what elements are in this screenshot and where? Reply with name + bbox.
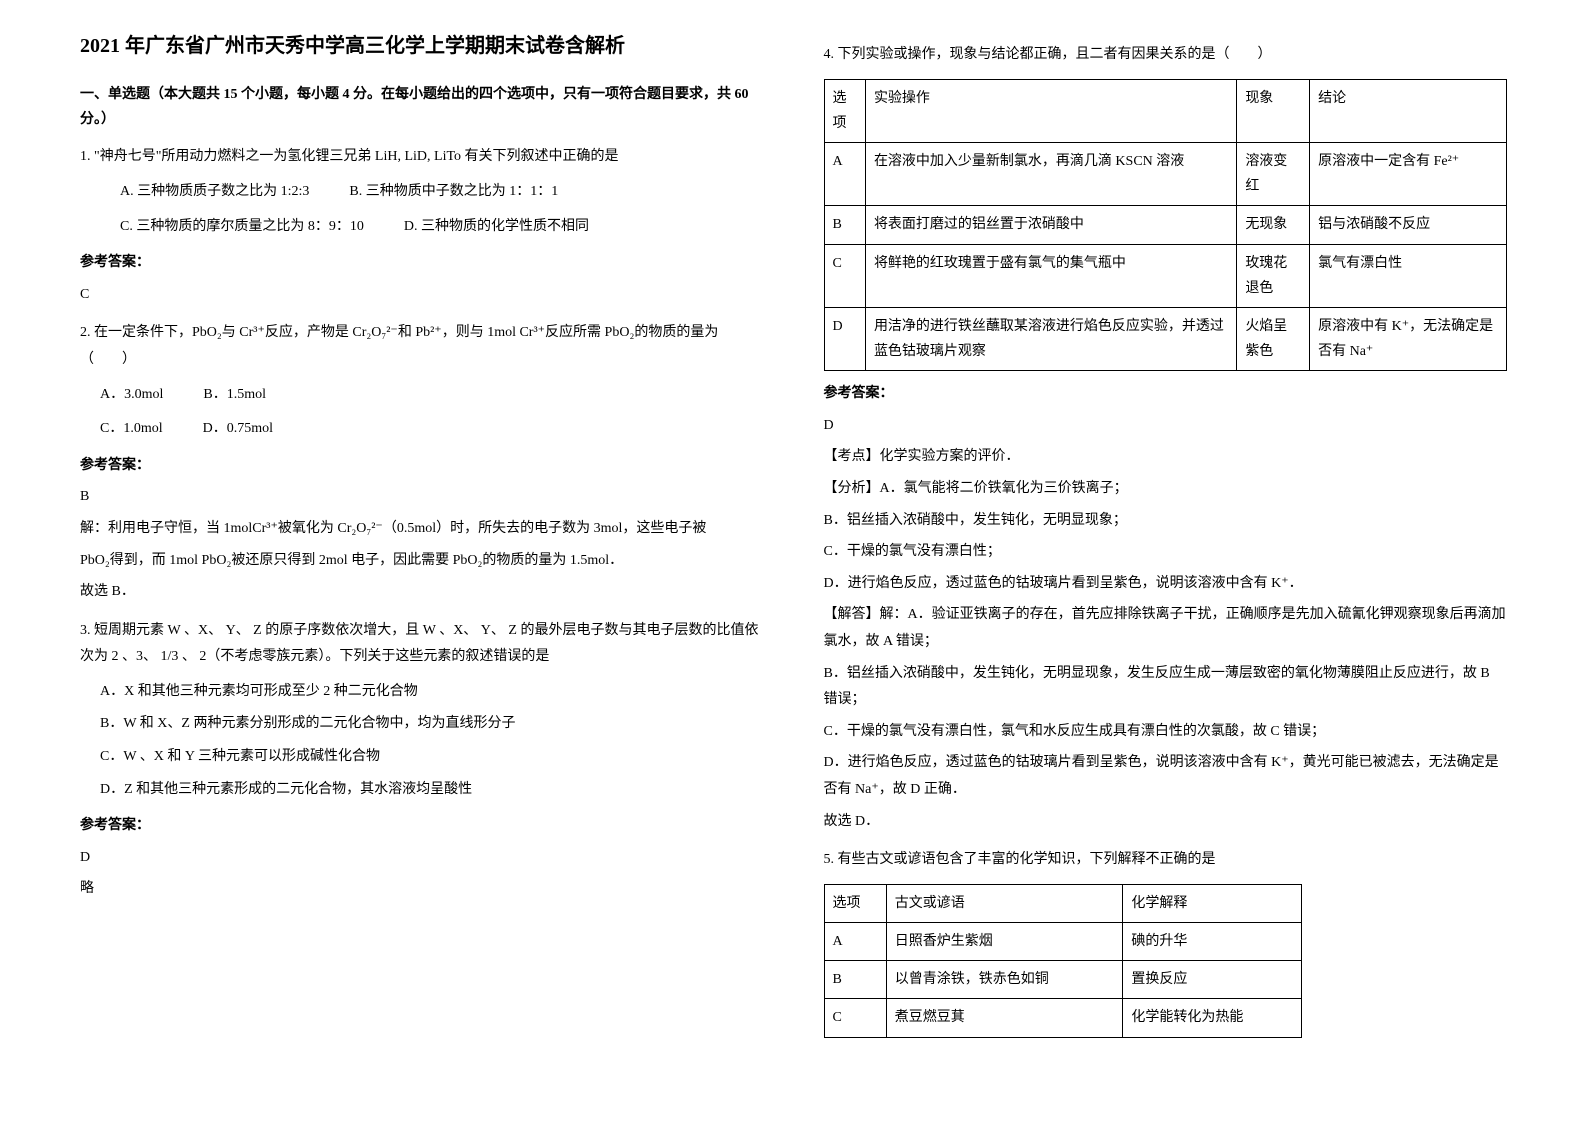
q4-c-op: 将鲜艳的红玫瑰置于盛有氯气的集气瓶中 xyxy=(865,244,1236,307)
q4-d-con: 原溶液中有 K⁺，无法确定是否有 Na⁺ xyxy=(1310,307,1507,370)
q2-explain-2: PbO₂得到，而 1mol PbO₂被还原只得到 2mol 电子，因此需要 Pb… xyxy=(80,548,764,575)
q3-answer-label: 参考答案： xyxy=(80,813,764,840)
q5-b-c1: 以曾青涂铁，铁赤色如铜 xyxy=(886,961,1123,999)
q2-option-a: A．3.0mol xyxy=(100,382,163,409)
q2-option-c: C．1.0mol xyxy=(100,416,163,443)
q2-answer: B xyxy=(80,484,764,511)
q4-a-ph: 溶液变红 xyxy=(1237,142,1310,205)
q3-option-d: D．Z 和其他三种元素形成的二元化合物，其水溶液均呈酸性 xyxy=(100,777,764,804)
q4-c-opt: C xyxy=(824,244,865,307)
q4-text: 4. 下列实验或操作，现象与结论都正确，且二者有因果关系的是（ ） xyxy=(824,42,1508,69)
q3-option-c: C．W 、X 和 Y 三种元素可以形成碱性化合物 xyxy=(100,744,764,771)
q2-answer-label: 参考答案： xyxy=(80,453,764,480)
q4-th1: 选项 xyxy=(824,79,865,142)
q4-table: 选项 实验操作 现象 结论 A 在溶液中加入少量新制氯水，再滴几滴 KSCN 溶… xyxy=(824,79,1508,372)
q2-option-d: D．0.75mol xyxy=(203,416,273,443)
q1-option-a: A. 三种物质质子数之比为 1:2:3 xyxy=(120,179,309,206)
q1-option-d: D. 三种物质的化学性质不相同 xyxy=(404,214,589,241)
q3-text: 3. 短周期元素 W 、X、 Y、 Z 的原子序数依次增大，且 W 、X、 Y、… xyxy=(80,618,764,671)
q4-exp2: 【分析】A．氯气能将二价铁氧化为三价铁离子； xyxy=(824,476,1508,503)
q3-note: 略 xyxy=(80,876,764,903)
q4-th2: 实验操作 xyxy=(865,79,1236,142)
q4-d-ph: 火焰呈紫色 xyxy=(1237,307,1310,370)
q4-a-op: 在溶液中加入少量新制氯水，再滴几滴 KSCN 溶液 xyxy=(865,142,1236,205)
q5-a-c1: 日照香炉生紫烟 xyxy=(886,922,1123,960)
q5-th1: 选项 xyxy=(824,884,886,922)
q1-answer: C xyxy=(80,282,764,309)
q4-c-con: 氯气有漂白性 xyxy=(1310,244,1507,307)
q4-d-opt: D xyxy=(824,307,865,370)
q3-option-b: B．W 和 X、Z 两种元素分别形成的二元化合物中，均为直线形分子 xyxy=(100,711,764,738)
q4-exp10: 故选 D． xyxy=(824,809,1508,836)
q5-a-opt: A xyxy=(824,922,886,960)
q4-exp8: C．干燥的氯气没有漂白性，氯气和水反应生成具有漂白性的次氯酸，故 C 错误； xyxy=(824,719,1508,746)
q4-answer: D xyxy=(824,413,1508,440)
q1-text: 1. "神舟七号"所用动力燃料之一为氢化锂三兄弟 LiH, LiD, LiTo … xyxy=(80,144,764,171)
question-4: 4. 下列实验或操作，现象与结论都正确，且二者有因果关系的是（ ） 选项 实验操… xyxy=(824,42,1508,835)
q4-th4: 结论 xyxy=(1310,79,1507,142)
q4-b-op: 将表面打磨过的铝丝置于浓硝酸中 xyxy=(865,206,1236,244)
q4-a-con: 原溶液中一定含有 Fe²⁺ xyxy=(1310,142,1507,205)
q4-exp3: B．铝丝插入浓硝酸中，发生钝化，无明显现象； xyxy=(824,508,1508,535)
q4-exp1: 【考点】化学实验方案的评价． xyxy=(824,444,1508,471)
q4-answer-label: 参考答案： xyxy=(824,381,1508,408)
q3-answer: D xyxy=(80,845,764,872)
q2-text: 2. 在一定条件下，PbO₂与 Cr³⁺反应，产物是 Cr₂O₇²⁻和 Pb²⁺… xyxy=(80,320,764,373)
q2-explain-1: 解：利用电子守恒，当 1molCr³⁺被氧化为 Cr₂O₇²⁻（0.5mol）时… xyxy=(80,516,764,543)
q4-b-con: 铝与浓硝酸不反应 xyxy=(1310,206,1507,244)
q4-a-opt: A xyxy=(824,142,865,205)
q5-text: 5. 有些古文或谚语包含了丰富的化学知识，下列解释不正确的是 xyxy=(824,847,1508,874)
q1-option-c: C. 三种物质的摩尔质量之比为 8：9：10 xyxy=(120,214,364,241)
q3-option-a: A．X 和其他三种元素均可形成至少 2 种二元化合物 xyxy=(100,679,764,706)
q5-a-c2: 碘的升华 xyxy=(1123,922,1302,960)
q2-explain-3: 故选 B． xyxy=(80,579,764,606)
question-2: 2. 在一定条件下，PbO₂与 Cr³⁺反应，产物是 Cr₂O₇²⁻和 Pb²⁺… xyxy=(80,320,764,605)
q5-b-c2: 置换反应 xyxy=(1123,961,1302,999)
q4-exp9: D．进行焰色反应，透过蓝色的钴玻璃片看到呈紫色，说明该溶液中含有 K⁺，黄光可能… xyxy=(824,750,1508,803)
q4-exp5: D．进行焰色反应，透过蓝色的钴玻璃片看到呈紫色，说明该溶液中含有 K⁺． xyxy=(824,571,1508,598)
q2-option-b: B．1.5mol xyxy=(203,382,266,409)
q5-c-c1: 煮豆燃豆萁 xyxy=(886,999,1123,1037)
q5-th3: 化学解释 xyxy=(1123,884,1302,922)
q4-d-op: 用洁净的进行铁丝蘸取某溶液进行焰色反应实验，并透过蓝色钴玻璃片观察 xyxy=(865,307,1236,370)
question-3: 3. 短周期元素 W 、X、 Y、 Z 的原子序数依次增大，且 W 、X、 Y、… xyxy=(80,618,764,903)
q4-exp4: C．干燥的氯气没有漂白性； xyxy=(824,539,1508,566)
q4-th3: 现象 xyxy=(1237,79,1310,142)
q1-option-b: B. 三种物质中子数之比为 1：1：1 xyxy=(349,179,558,206)
question-5: 5. 有些古文或谚语包含了丰富的化学知识，下列解释不正确的是 选项 古文或谚语 … xyxy=(824,847,1508,1037)
q4-b-ph: 无现象 xyxy=(1237,206,1310,244)
q5-b-opt: B xyxy=(824,961,886,999)
q4-exp7: B．铝丝插入浓硝酸中，发生钝化，无明显现象，发生反应生成一薄层致密的氧化物薄膜阻… xyxy=(824,661,1508,714)
question-1: 1. "神舟七号"所用动力燃料之一为氢化锂三兄弟 LiH, LiD, LiTo … xyxy=(80,144,764,308)
q5-c-c2: 化学能转化为热能 xyxy=(1123,999,1302,1037)
q5-c-opt: C xyxy=(824,999,886,1037)
q1-answer-label: 参考答案： xyxy=(80,250,764,277)
q5-th2: 古文或谚语 xyxy=(886,884,1123,922)
exam-title: 2021 年广东省广州市天秀中学高三化学上学期期末试卷含解析 xyxy=(80,30,764,62)
q4-b-opt: B xyxy=(824,206,865,244)
q4-c-ph: 玫瑰花退色 xyxy=(1237,244,1310,307)
section-header: 一、单选题（本大题共 15 个小题，每小题 4 分。在每小题给出的四个选项中，只… xyxy=(80,82,764,132)
q4-exp6: 【解答】解：A．验证亚铁离子的存在，首先应排除铁离子干扰，正确顺序是先加入硫氰化… xyxy=(824,602,1508,655)
q5-table: 选项 古文或谚语 化学解释 A 日照香炉生紫烟 碘的升华 B 以曾青涂铁，铁赤色… xyxy=(824,884,1302,1038)
